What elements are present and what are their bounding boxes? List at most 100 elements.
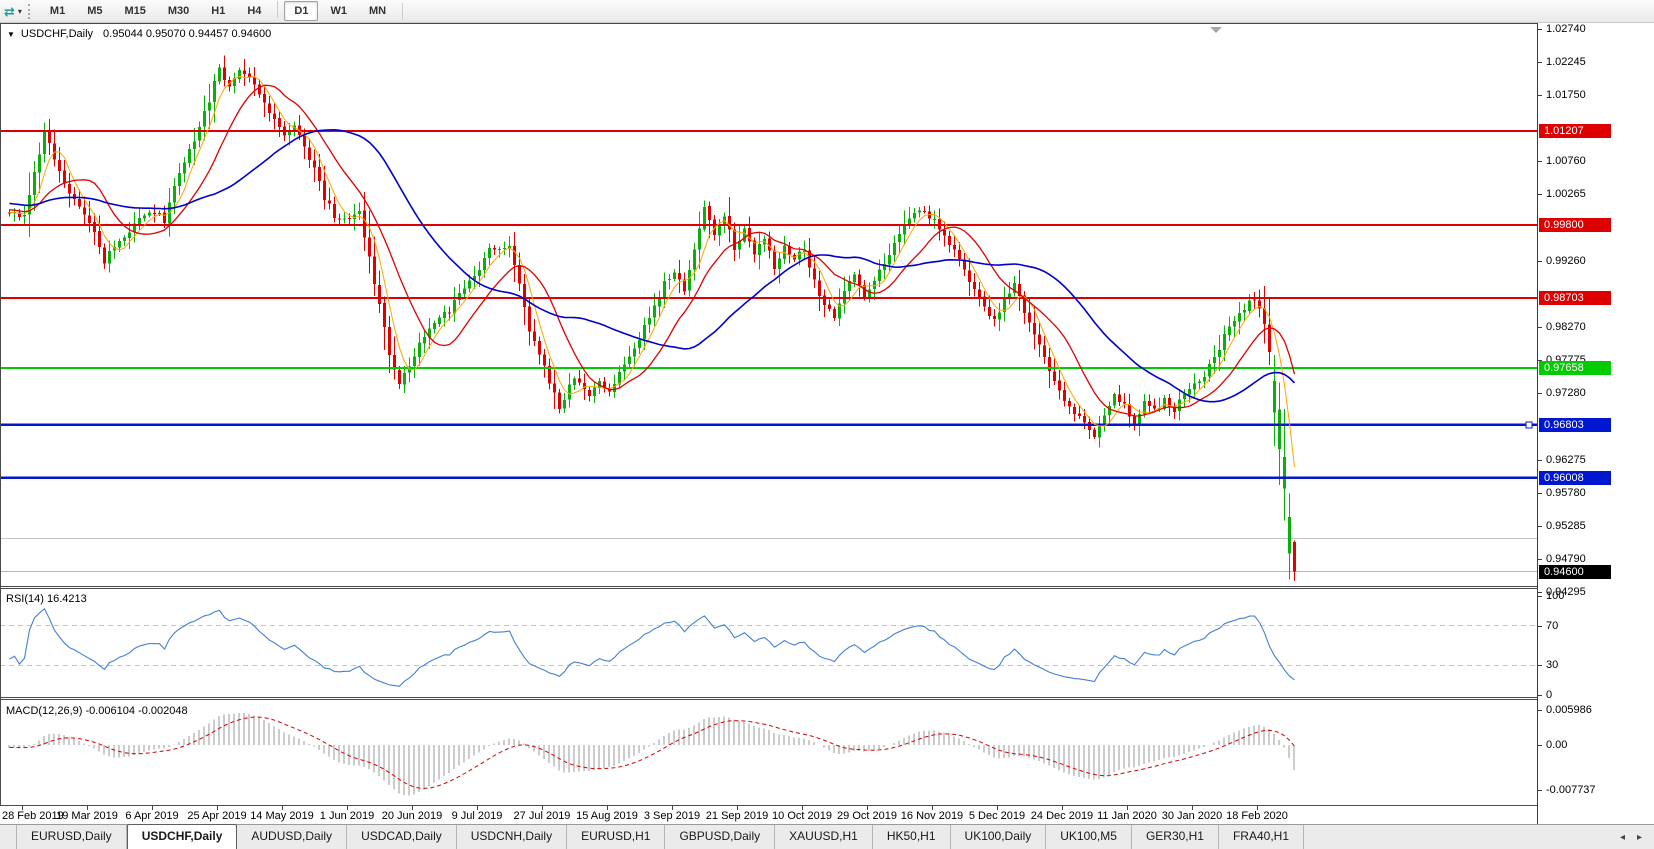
tab-usdcnh-daily[interactable]: USDCNH,Daily [457,825,568,849]
candle-body [18,212,21,218]
tab-eurusd-daily[interactable]: EURUSD,Daily [16,825,127,849]
candle-body [488,248,491,259]
candle-body [83,207,86,215]
tab-eurusd-h1[interactable]: EURUSD,H1 [567,825,666,849]
candle-body [463,288,466,294]
candle-body [148,212,151,216]
timeframe-button-mn[interactable]: MN [359,1,396,21]
candle-body [183,162,186,174]
candle-body [593,387,596,397]
timeframe-button-d1[interactable]: D1 [284,1,319,21]
candle-body [853,274,856,282]
timeframe-button-m30[interactable]: M30 [158,1,199,21]
candle-body [38,154,41,173]
line-drag-handle[interactable] [1525,421,1533,429]
candle-body [703,206,706,230]
chart-symbol-label: USDCHF,Daily [20,28,94,40]
candle-body [1273,381,1276,413]
candle-body [858,274,861,285]
candle-body [548,366,551,384]
collapse-caret-icon[interactable]: ▼ [7,30,15,39]
price-tick-label: 0.97280 [1546,387,1586,399]
date-label: 16 Nov 2019 [901,810,963,822]
chart-shift-icon[interactable]: ⇄ [4,3,15,19]
candle-body [1103,415,1106,424]
candle-body [768,238,771,251]
timeframe-button-m15[interactable]: M15 [114,1,155,21]
candle-body [578,378,581,383]
candle-body [438,317,441,324]
rsi-tick-mark [1538,665,1542,667]
candle-body [113,247,116,251]
date-label: 11 Jan 2020 [1097,810,1157,822]
tab-uk100-m5[interactable]: UK100,M5 [1046,825,1132,849]
tab-hk50-h1[interactable]: HK50,H1 [873,825,951,849]
candle-body [323,180,326,200]
candle-body [823,295,826,305]
candle-body [218,67,221,82]
candle-body [688,269,691,291]
price-tick-mark [1538,194,1542,195]
date-label: 14 May 2019 [250,810,314,822]
candle-body [483,257,486,271]
candle-body [433,323,436,329]
candle-body [1243,310,1246,313]
timeframe-button-w1[interactable]: W1 [320,1,357,21]
timeframe-button-m5[interactable]: M5 [77,1,112,21]
candle-body [493,248,496,250]
macd-tick-label: 0.005986 [1546,704,1592,716]
toolbar-dropdown-caret-icon[interactable]: ▾ [17,6,22,16]
candle-body [1173,406,1176,412]
candle-body [328,200,331,204]
candle-body [358,211,361,214]
timeframe-button-h1[interactable]: H1 [201,1,235,21]
chart-shift-marker-icon[interactable] [1210,27,1222,33]
chart-window[interactable]: 28 Feb 2019 19 Mar 2019 6 Apr 2019 25 Apr 2… [0,23,1654,824]
tabs-scroll-left-icon[interactable]: ◂ [1619,831,1625,843]
candle-body [153,212,156,214]
candle-body [198,127,201,141]
candle-body [93,222,96,232]
tab-usdchf-daily[interactable]: USDCHF,Daily [126,824,238,849]
timeframe-button-m1[interactable]: M1 [40,1,75,21]
candle-body [233,78,236,87]
macd-panel [8,713,1295,796]
timeframe-button-h4[interactable]: H4 [237,1,271,21]
tab-ger30-h1[interactable]: GER30,H1 [1132,825,1219,849]
candle-body [613,383,616,392]
tabs-scroll-right-icon[interactable]: ▸ [1636,831,1642,843]
toolbar-drag-grip[interactable] [27,3,33,19]
price-tick-label: 0.95285 [1546,520,1586,532]
candle-body [468,280,471,289]
tab-scroll-controls: ◂ ▸ [1620,825,1654,849]
tab-usdcad-daily[interactable]: USDCAD,Daily [347,825,457,849]
tab-gbpusd-daily[interactable]: GBPUSD,Daily [665,825,776,849]
candle-body [1078,413,1081,417]
candle-wick [349,213,350,226]
candle-body [848,281,851,291]
candle-body [1098,424,1101,438]
macd-tick-label: -0.007737 [1546,784,1596,797]
candle-body [708,206,711,220]
candle-body [758,243,761,255]
candle-body [908,218,911,226]
candle-body [573,378,576,385]
candle-wick [669,274,670,290]
candle-body [1208,363,1211,377]
date-label: 27 Jul 2019 [514,810,571,822]
candle-body [523,283,526,308]
tab-audusd-daily[interactable]: AUDUSD,Daily [237,825,348,849]
price-tick-mark [1538,460,1542,461]
slow-ma-line [9,128,1296,403]
candle-body [778,258,781,270]
price-tick-mark [1538,327,1542,328]
candle-body [818,280,821,296]
candle-body [58,159,61,171]
tab-xauusd-h1[interactable]: XAUUSD,H1 [775,825,873,849]
candle-body [508,245,511,249]
candle-body [138,218,141,225]
tab-uk100-daily[interactable]: UK100,Daily [951,825,1047,849]
candle-body [88,215,91,223]
tab-fra40-h1[interactable]: FRA40,H1 [1219,825,1304,849]
